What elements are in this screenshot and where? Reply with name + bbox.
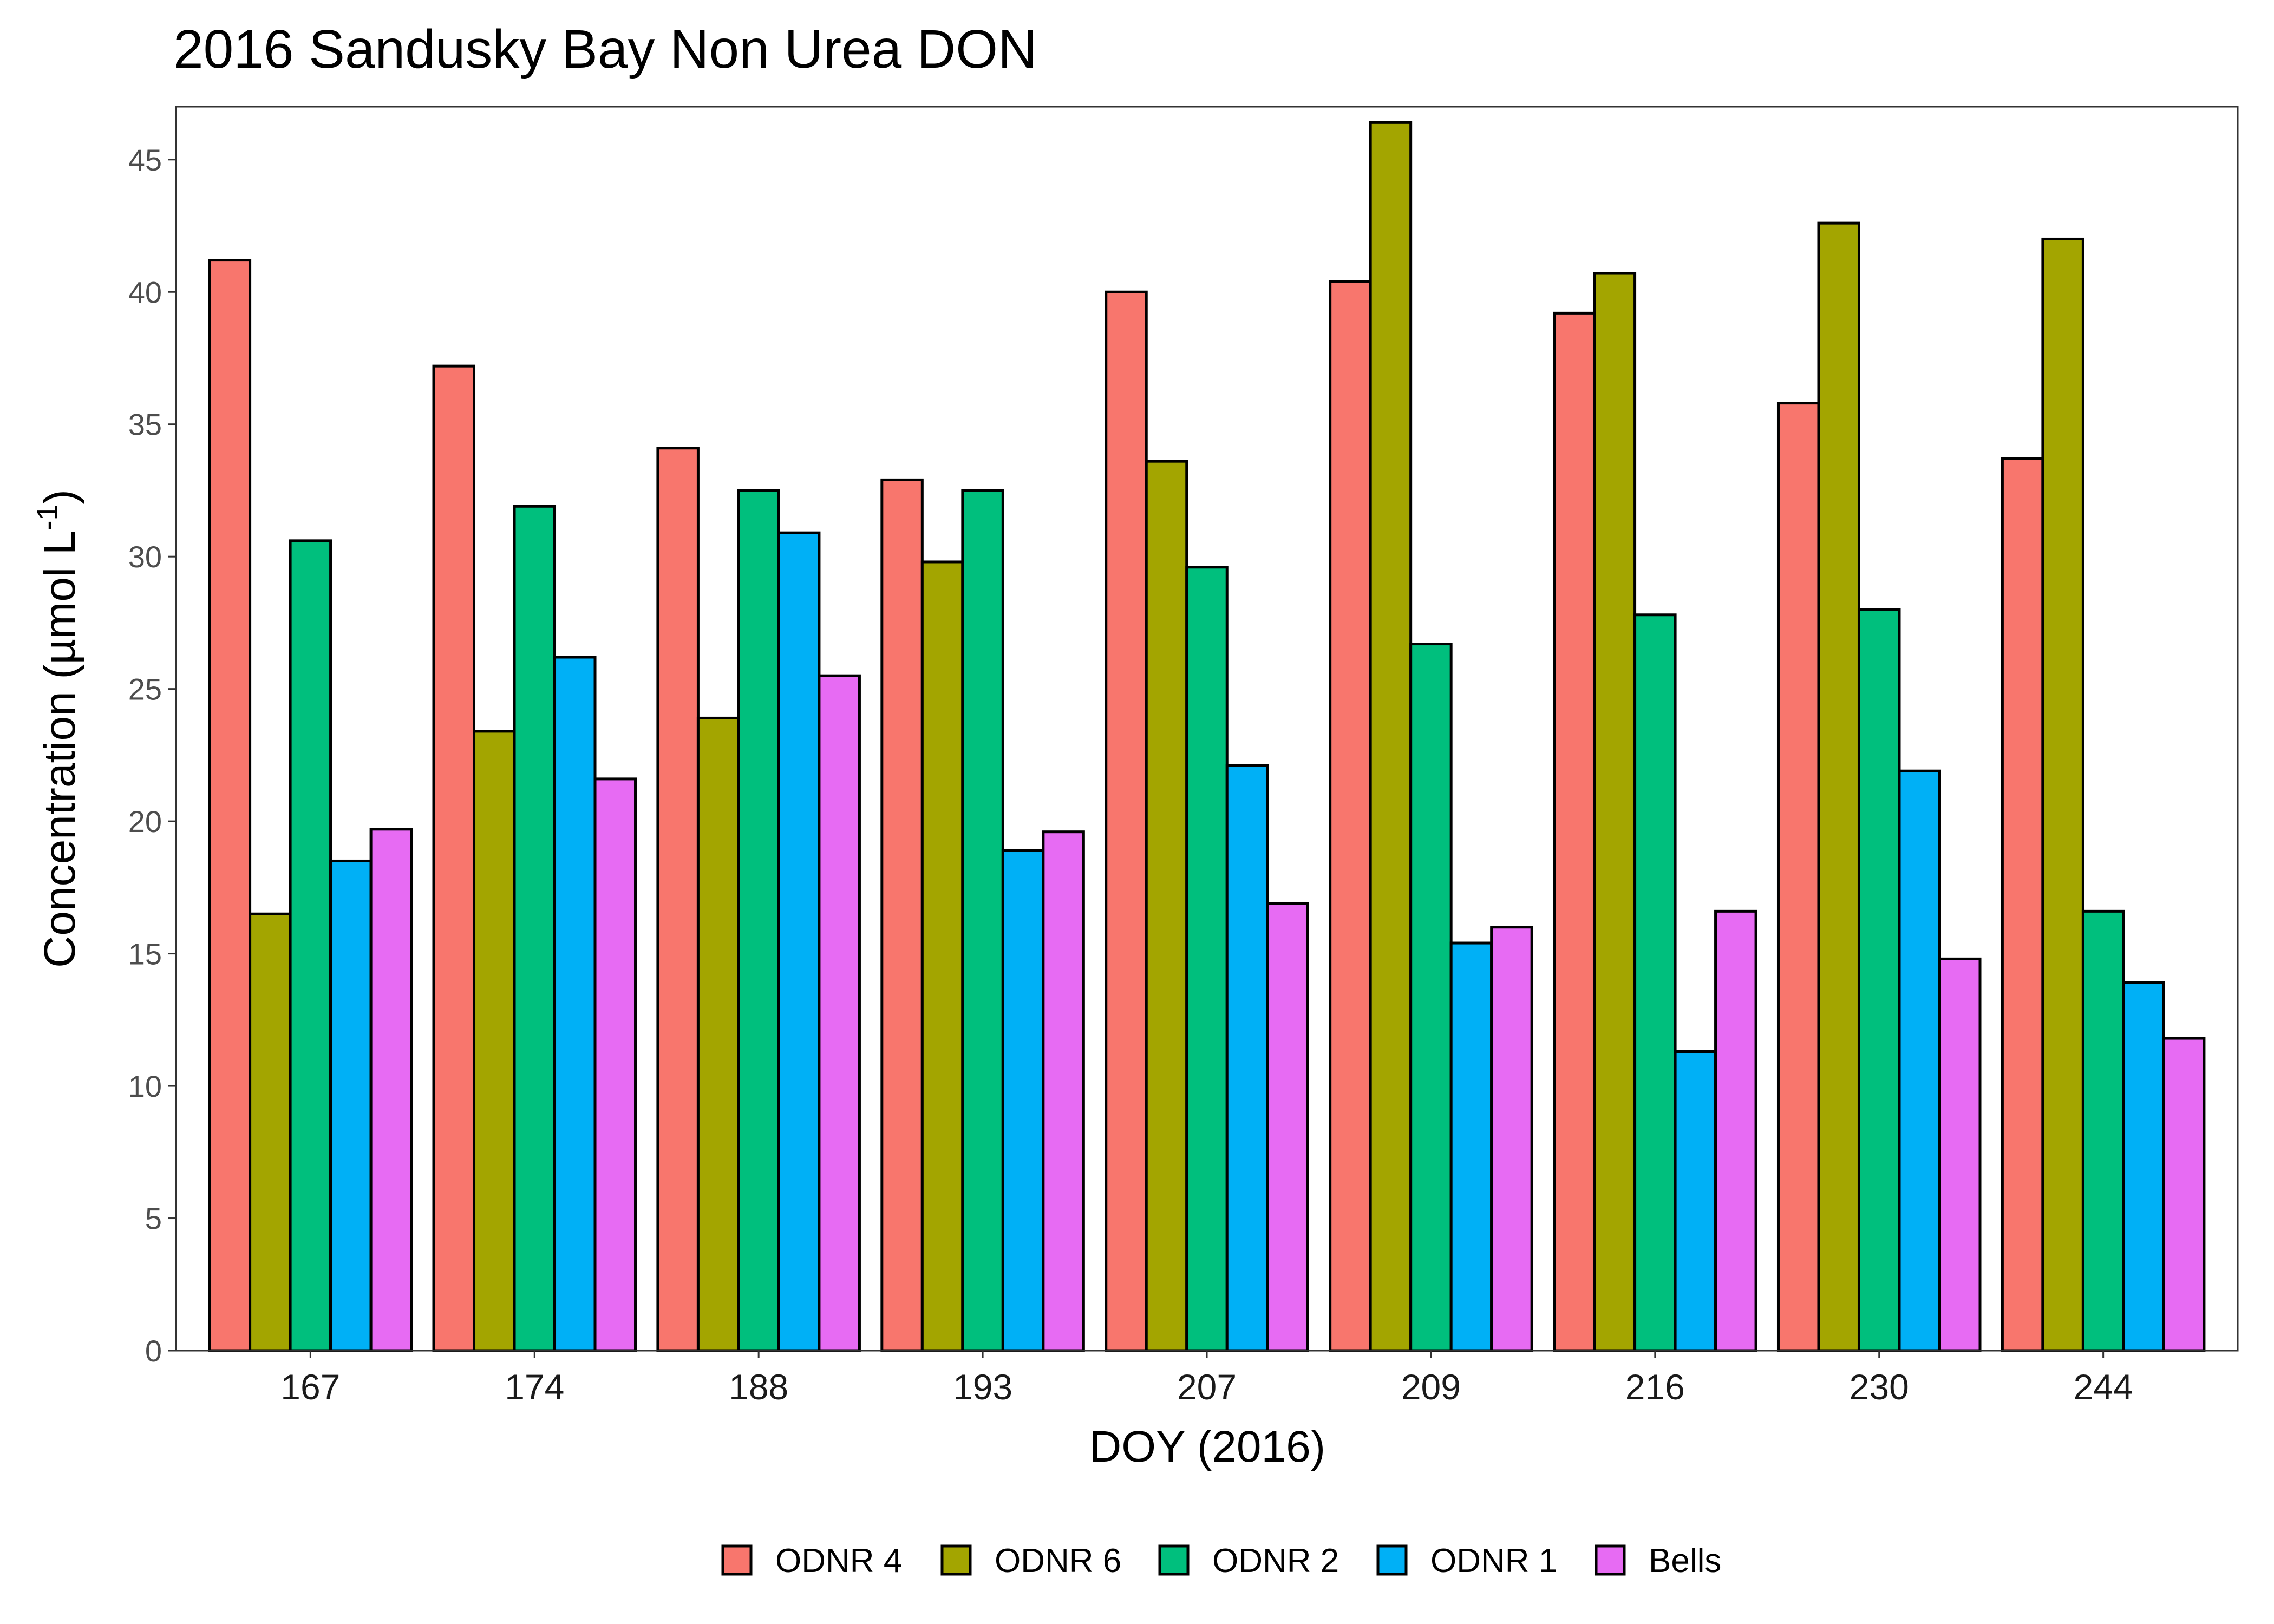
legend-label: ODNR 4: [775, 1542, 902, 1580]
bar-188-odnr-4: [656, 447, 700, 1352]
bar-193-odnr-6: [920, 560, 964, 1352]
legend-item-odnr-4: ODNR 4: [721, 1542, 902, 1580]
bar-207-odnr-6: [1145, 460, 1188, 1352]
legend-item-odnr-2: ODNR 2: [1158, 1542, 1339, 1580]
x-tick-label: 209: [1401, 1367, 1461, 1407]
x-axis: 167 174 188 193 207 209 216 230 244: [280, 1351, 2133, 1407]
bar-188-bells: [818, 674, 861, 1352]
bar-216-odnr-6: [1593, 272, 1637, 1352]
legend-label: ODNR 6: [995, 1542, 1121, 1580]
x-tick-label: 244: [2074, 1367, 2133, 1407]
y-tick-label: 20: [128, 804, 162, 839]
bar-174-odnr-2: [513, 505, 557, 1352]
bar-209-bells: [1490, 926, 1533, 1352]
bar-244-odnr-4: [2001, 457, 2044, 1352]
bar-209-odnr-4: [1329, 280, 1372, 1352]
y-axis-title: Concentration (µmol L-1): [31, 489, 84, 968]
y-axis: 0 5 10 15 20 25 30 35 40 45: [128, 143, 176, 1368]
bar-209-odnr-6: [1369, 121, 1413, 1352]
bar-207-odnr-1: [1225, 764, 1269, 1352]
bar-244-odnr-1: [2122, 981, 2165, 1352]
bar-207-odnr-4: [1105, 290, 1148, 1352]
bar-167-odnr-4: [208, 259, 252, 1352]
chart-title: 2016 Sandusky Bay Non Urea DON: [173, 19, 1037, 80]
bar-167-odnr-2: [289, 539, 332, 1352]
bar-174-odnr-1: [553, 656, 597, 1352]
y-tick-label: 45: [128, 143, 162, 177]
bar-167-odnr-1: [329, 859, 373, 1352]
bar-216-bells: [1714, 909, 1757, 1352]
legend-key: [1595, 1544, 1626, 1576]
x-tick-label: 193: [953, 1367, 1012, 1407]
legend-item-odnr-1: ODNR 1: [1376, 1542, 1557, 1580]
y-axis-title-main: Concentration (µmol L: [35, 530, 84, 967]
bar-209-odnr-2: [1409, 643, 1453, 1352]
bar-209-odnr-1: [1449, 941, 1493, 1352]
bar-174-odnr-6: [473, 730, 516, 1352]
x-tick-label: 230: [1850, 1367, 1909, 1407]
bar-193-odnr-2: [961, 489, 1004, 1352]
legend-label: ODNR 2: [1212, 1542, 1339, 1580]
x-tick-label: 174: [505, 1367, 564, 1407]
bar-230-odnr-4: [1776, 402, 1820, 1352]
bar-167-odnr-6: [249, 912, 292, 1352]
y-tick-label: 30: [128, 540, 162, 574]
bar-193-odnr-1: [1001, 849, 1045, 1352]
bar-188-odnr-1: [777, 531, 821, 1352]
y-tick-label: 10: [128, 1069, 162, 1103]
bar-230-bells: [1938, 957, 1982, 1352]
y-tick-label: 0: [145, 1334, 162, 1368]
legend-key: [721, 1544, 753, 1576]
legend-item-bells: Bells: [1595, 1542, 1721, 1580]
legend-key: [1158, 1544, 1190, 1576]
bars-layer: [208, 121, 2206, 1352]
bar-188-odnr-6: [696, 716, 740, 1352]
bar-207-bells: [1266, 902, 1309, 1352]
y-tick-label: 5: [145, 1202, 162, 1236]
bar-174-bells: [593, 777, 637, 1352]
legend-key: [1376, 1544, 1408, 1576]
legend-label: Bells: [1649, 1542, 1721, 1580]
bar-216-odnr-2: [1633, 613, 1677, 1352]
legend-key: [940, 1544, 972, 1576]
x-axis-title: DOY (2016): [1089, 1422, 1325, 1471]
x-tick-label: 207: [1177, 1367, 1237, 1407]
y-tick-label: 40: [128, 275, 162, 309]
bar-167-bells: [369, 828, 413, 1352]
bar-230-odnr-2: [1857, 608, 1901, 1352]
bar-207-odnr-2: [1185, 566, 1229, 1352]
bar-174-odnr-4: [432, 364, 476, 1352]
bar-216-odnr-1: [1674, 1050, 1717, 1352]
bar-193-odnr-4: [880, 478, 924, 1352]
x-tick-label: 188: [729, 1367, 788, 1407]
x-tick-label: 216: [1625, 1367, 1685, 1407]
legend: ODNR 4 ODNR 6 ODNR 2 ODNR 1 Bells: [721, 1542, 1721, 1580]
bar-230-odnr-6: [1817, 221, 1860, 1352]
bar-216-odnr-4: [1553, 311, 1596, 1352]
y-tick-label: 15: [128, 937, 162, 971]
legend-item-odnr-6: ODNR 6: [940, 1542, 1121, 1580]
bar-244-odnr-2: [2081, 909, 2125, 1352]
y-tick-label: 35: [128, 408, 162, 442]
y-axis-title-superscript: -1: [31, 504, 64, 530]
y-tick-label: 25: [128, 672, 162, 706]
bar-188-odnr-2: [737, 489, 780, 1352]
x-tick-label: 167: [280, 1367, 340, 1407]
bar-193-bells: [1042, 830, 1085, 1352]
bar-230-odnr-1: [1898, 769, 1941, 1352]
y-axis-title-suffix: ): [35, 489, 84, 504]
legend-label: ODNR 1: [1430, 1542, 1557, 1580]
bar-244-odnr-6: [2041, 237, 2084, 1352]
bar-244-bells: [2162, 1037, 2206, 1352]
